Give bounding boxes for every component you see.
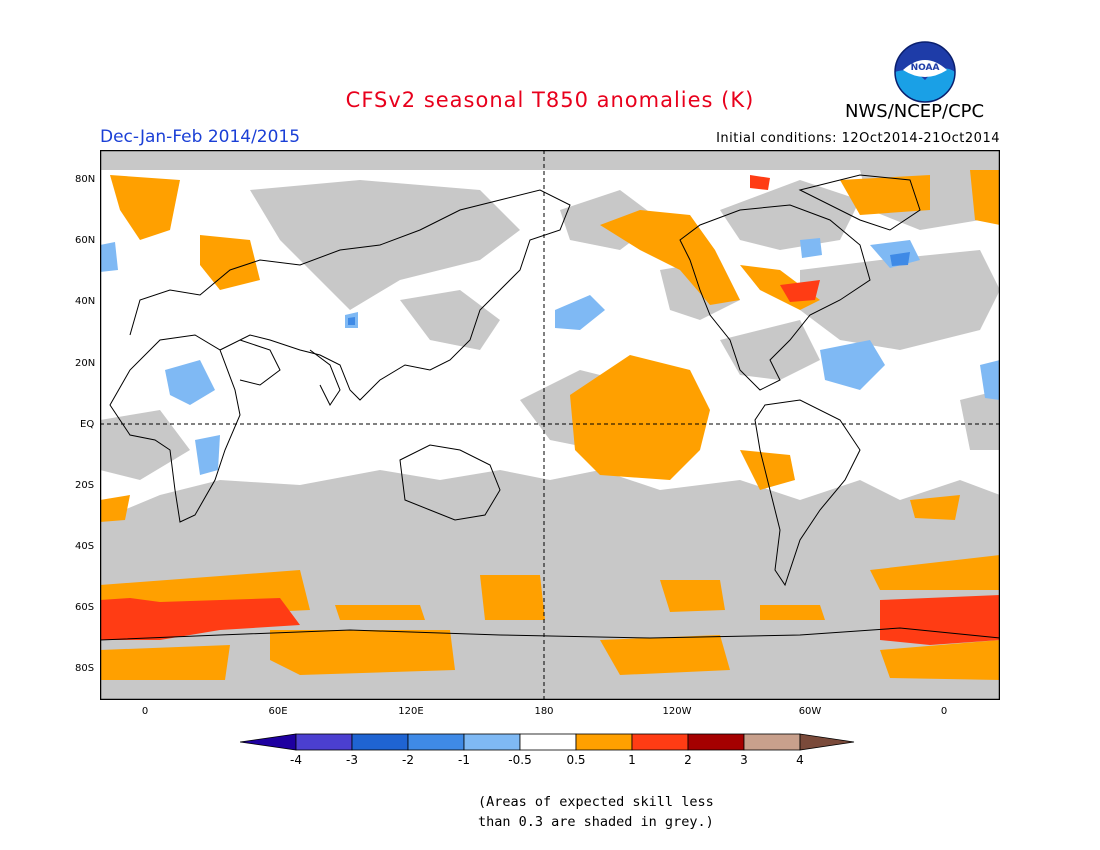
map-frame	[100, 150, 1000, 700]
lon-label-60w: 60W	[798, 706, 822, 717]
colorbar-tick-label: -2	[402, 753, 414, 767]
lon-label-0: 0	[141, 706, 149, 717]
colorbar-segment	[351, 733, 409, 751]
lon-label-0-east: 0	[940, 706, 948, 717]
lon-label-120e: 120E	[398, 706, 424, 717]
noaa-logo-text: NOAA	[910, 63, 940, 73]
lat-label-60n: 60N	[75, 235, 96, 246]
colorbar-tick-label: 3	[740, 753, 748, 767]
colorbar	[240, 733, 855, 751]
lat-label-60s: 60S	[75, 602, 95, 613]
lat-label-40s: 40S	[75, 541, 95, 552]
colorbar-tick-label: 1	[628, 753, 636, 767]
initial-conditions-label: Initial conditions: 12Oct2014-21Oct2014	[716, 131, 1000, 146]
season-label: Dec-Jan-Feb 2014/2015	[100, 127, 301, 147]
colorbar-tick-label: 0.5	[566, 753, 586, 767]
colorbar-segment	[407, 733, 465, 751]
lon-label-180: 180	[534, 706, 554, 717]
low-skill-regions	[100, 150, 1000, 700]
colorbar-segment	[240, 733, 297, 751]
colorbar-segment	[463, 733, 521, 751]
colorbar-segment	[575, 733, 633, 751]
strong-anomaly-regions	[100, 175, 1000, 645]
colorbar-segment	[743, 733, 801, 751]
colorbar-segment	[687, 733, 745, 751]
colorbar-tick-label: -3	[346, 753, 358, 767]
moderate-negative-regions	[348, 252, 910, 325]
noaa-logo	[894, 41, 956, 103]
colorbar-segment	[519, 733, 577, 751]
colorbar-segment	[631, 733, 689, 751]
coastlines	[100, 174, 1000, 641]
lat-label-20n: 20N	[75, 358, 96, 369]
colorbar-tick-label: -1	[458, 753, 470, 767]
lat-label-20s: 20S	[75, 480, 95, 491]
footnote-line-1: (Areas of expected skill less	[478, 794, 714, 810]
skill-footnote: (Areas of expected skill less than 0.3 a…	[478, 792, 714, 832]
lat-label-40n: 40N	[75, 296, 96, 307]
chart-title: CFSv2 seasonal T850 anomalies (K)	[345, 88, 755, 112]
colorbar-tick-label: 4	[796, 753, 804, 767]
lon-label-120w: 120W	[662, 706, 692, 717]
anomaly-map	[100, 150, 1000, 700]
colorbar-tick-label: -0.5	[508, 753, 532, 767]
colorbar-tick-label: 2	[684, 753, 692, 767]
footnote-line-2: than 0.3 are shaded in grey.)	[478, 814, 714, 830]
lat-label-80n: 80N	[75, 174, 96, 185]
negative-anomaly-regions	[100, 238, 1000, 475]
agency-label: NWS/NCEP/CPC	[845, 101, 985, 122]
colorbar-tick-label: -4	[290, 753, 302, 767]
lon-label-60e: 60E	[268, 706, 288, 717]
colorbar-segment	[799, 733, 855, 751]
colorbar-segment	[295, 733, 353, 751]
lat-label-eq: EQ	[80, 419, 95, 430]
lat-label-80s: 80S	[75, 663, 95, 674]
